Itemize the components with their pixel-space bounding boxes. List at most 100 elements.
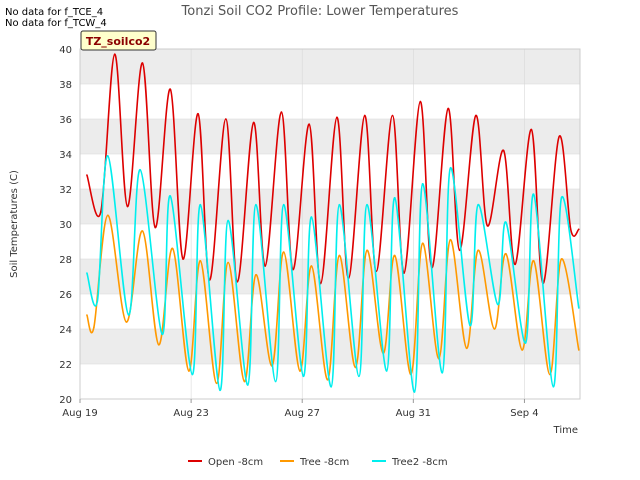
data-point <box>282 203 285 206</box>
data-point <box>169 88 172 90</box>
series-2 <box>86 154 580 393</box>
data-point <box>326 379 329 381</box>
data-point <box>199 203 202 206</box>
data-point <box>502 149 505 152</box>
band-7 <box>80 119 580 154</box>
data-point <box>100 211 102 213</box>
data-point <box>366 249 368 252</box>
data-point <box>169 195 172 197</box>
data-point <box>302 375 305 378</box>
legend: Open -8cm Tree -8cm Tree2 -8cm <box>188 457 448 468</box>
x-tick-label: Sep 4 <box>510 408 538 419</box>
site-badge-box <box>80 30 157 51</box>
data-point <box>336 116 338 119</box>
x-axis-ticks: Aug 19 Aug 23 Aug 27 Aug 31 Sep 4 <box>62 399 539 419</box>
data-point <box>578 349 580 351</box>
series-line-0 <box>86 53 580 285</box>
x-tick-label: Aug 23 <box>173 408 208 419</box>
legend-item-1: Tree -8cm <box>280 457 349 468</box>
data-point <box>215 382 218 385</box>
data-point <box>236 281 239 283</box>
chart-title: Tonzi Soil CO2 Profile: Lower Temperatur… <box>181 4 459 19</box>
y-tick-label: 40 <box>59 45 72 56</box>
data-point <box>199 260 202 262</box>
data-point <box>157 344 160 346</box>
data-point <box>280 111 283 113</box>
data-point <box>141 62 144 64</box>
data-point <box>421 183 424 185</box>
y-axis-label: Soil Temperatures (C) <box>9 170 20 278</box>
y-tick-label: 20 <box>59 395 72 406</box>
data-point <box>227 219 229 222</box>
data-point <box>560 197 563 199</box>
data-point <box>560 258 563 260</box>
data-point <box>552 386 555 388</box>
data-point <box>578 307 580 309</box>
no-data-notice-2: No data for f_TCW_4 <box>5 18 107 29</box>
data-point <box>458 249 461 252</box>
data-point <box>338 254 341 257</box>
band-9 <box>80 49 580 84</box>
x-axis-label: Time <box>553 425 578 436</box>
data-point <box>469 324 471 327</box>
data-point <box>171 247 174 250</box>
data-point <box>107 214 109 217</box>
data-point <box>219 389 221 392</box>
y-tick-label: 34 <box>59 150 72 161</box>
data-point <box>93 326 95 329</box>
data-point <box>243 380 246 383</box>
data-point <box>521 349 523 351</box>
data-point <box>247 384 249 386</box>
plot-frame <box>79 48 581 400</box>
data-point <box>465 347 468 350</box>
data-point <box>477 203 479 206</box>
band-4 <box>80 224 580 259</box>
data-point <box>493 328 496 330</box>
band-1 <box>80 329 580 364</box>
y-tick-label: 22 <box>59 360 72 371</box>
data-point <box>532 260 535 262</box>
data-point <box>403 272 405 274</box>
data-point <box>274 380 277 383</box>
data-point <box>188 370 190 372</box>
data-point <box>86 272 88 274</box>
data-point <box>366 203 368 206</box>
data-point <box>354 366 357 369</box>
x-tick-label: Aug 31 <box>396 408 431 419</box>
data-point <box>524 342 527 344</box>
y-tick-label: 30 <box>59 220 72 231</box>
data-point <box>252 121 255 124</box>
data-point <box>191 373 194 376</box>
data-point <box>578 228 580 231</box>
data-point <box>558 135 560 138</box>
site-badge: TZ_soilco2 <box>80 30 157 51</box>
data-point <box>161 333 163 336</box>
data-point <box>505 253 507 255</box>
data-point <box>477 249 479 252</box>
data-point <box>391 114 394 117</box>
data-point <box>505 221 507 223</box>
series-lines <box>86 53 580 393</box>
data-point <box>227 261 229 264</box>
data-point <box>125 321 128 323</box>
x-tick-label: Aug 19 <box>62 408 97 419</box>
data-point <box>394 197 396 199</box>
data-point <box>475 114 477 117</box>
x-tick-label: Aug 27 <box>285 408 320 419</box>
data-point <box>310 265 313 267</box>
data-point <box>182 258 184 260</box>
data-point <box>532 193 535 196</box>
data-point <box>308 123 311 125</box>
data-point <box>113 53 116 55</box>
data-point <box>514 263 516 266</box>
data-point <box>139 169 141 171</box>
data-point <box>363 114 366 117</box>
plot-background <box>80 49 580 399</box>
data-point <box>282 251 285 253</box>
legend-label: Open -8cm <box>208 457 263 468</box>
data-point <box>385 370 388 372</box>
legend-item-0: Open -8cm <box>188 457 263 468</box>
data-point <box>127 314 130 316</box>
data-point <box>255 203 257 206</box>
